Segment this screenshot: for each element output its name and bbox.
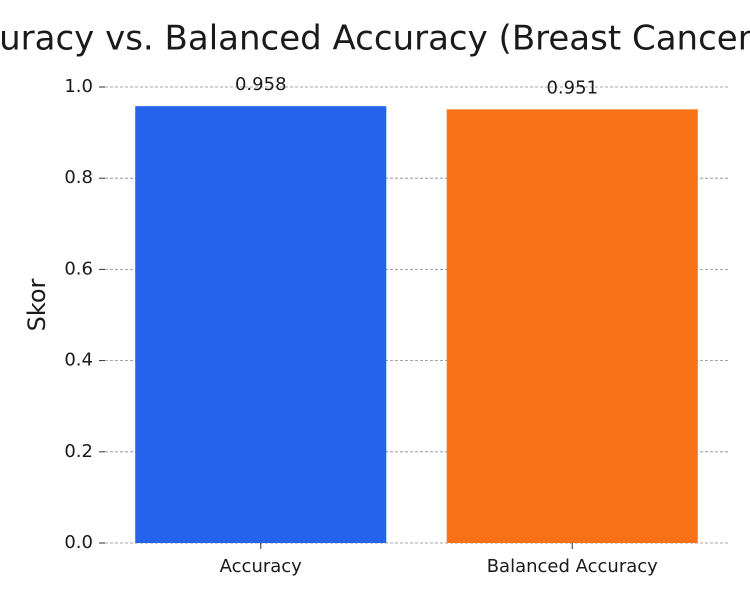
chart-title: Accuracy vs. Balanced Accuracy (Breast C… [0, 19, 750, 59]
y-tick-label: 0.2 [64, 441, 93, 462]
y-tick-label: 0.6 [64, 258, 93, 279]
y-tick-label: 0.4 [64, 350, 93, 371]
x-tick-label: Accuracy [220, 556, 303, 577]
y-tick-label: 1.0 [64, 76, 93, 97]
y-tick-label: 0.0 [64, 532, 93, 553]
bar [135, 106, 387, 543]
y-tick-label: 0.8 [64, 167, 93, 188]
bar [446, 109, 698, 544]
y-axis-label: Skor [23, 278, 51, 331]
value-label: 0.951 [546, 77, 598, 98]
x-tick-label: Balanced Accuracy [487, 556, 658, 577]
value-label: 0.958 [235, 74, 287, 95]
